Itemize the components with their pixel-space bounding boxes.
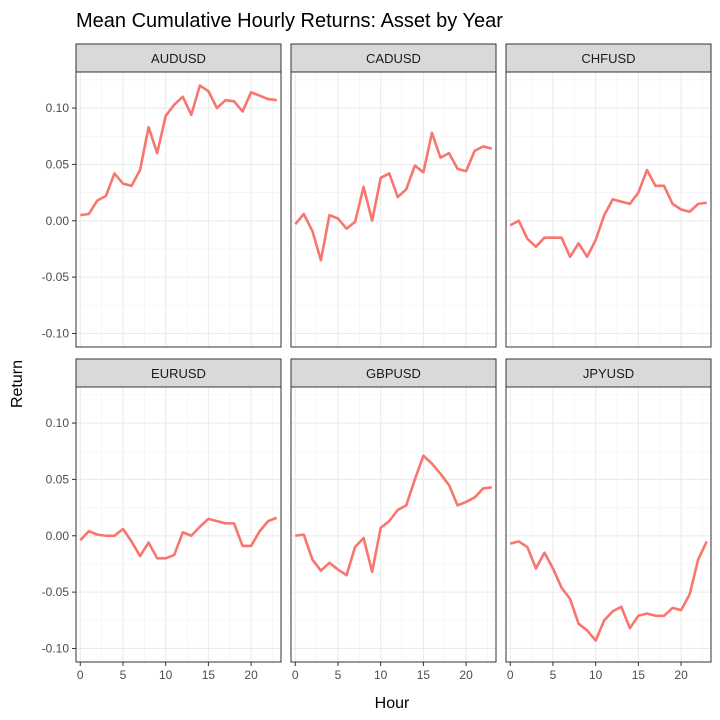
y-tick-label: 0.10 bbox=[46, 416, 70, 430]
x-tick-label: 15 bbox=[632, 668, 646, 682]
y-tick-label: -0.10 bbox=[42, 641, 70, 655]
y-tick-label: -0.10 bbox=[42, 326, 70, 340]
facet-strip bbox=[75, 358, 282, 388]
gridlines bbox=[506, 72, 711, 347]
x-tick-label: 5 bbox=[120, 668, 127, 682]
y-tick-label: -0.05 bbox=[42, 270, 70, 284]
gridlines bbox=[291, 387, 496, 662]
panel-border bbox=[290, 386, 497, 663]
series-line-cadusd bbox=[294, 131, 493, 262]
panel-background bbox=[506, 387, 711, 662]
panel-cadusd: CADUSD bbox=[290, 43, 497, 348]
y-tick-label: 0.00 bbox=[46, 529, 70, 543]
y-tick-label: 0.00 bbox=[46, 214, 70, 228]
panel-border bbox=[75, 71, 282, 348]
series-line-audusd bbox=[80, 84, 277, 217]
series-line-gbpusd bbox=[295, 454, 492, 577]
x-tick-label: 20 bbox=[244, 668, 258, 682]
y-tick-label: 0.10 bbox=[46, 101, 70, 115]
x-tick-label: 0 bbox=[77, 668, 84, 682]
gridlines bbox=[291, 72, 496, 347]
panel-background bbox=[291, 387, 496, 662]
facet-strip bbox=[290, 358, 497, 388]
x-tick-label: 20 bbox=[674, 668, 688, 682]
y-tick-label: -0.05 bbox=[42, 585, 70, 599]
series-line-eurusd bbox=[79, 516, 278, 560]
panel-background bbox=[76, 72, 281, 347]
facet-strip-label: CADUSD bbox=[366, 51, 421, 66]
x-tick-label: 5 bbox=[335, 668, 342, 682]
y-tick-label: 0.05 bbox=[46, 157, 70, 171]
panel-chfusd: CHFUSD bbox=[505, 43, 712, 348]
facet-strip-label: JPYUSD bbox=[583, 366, 634, 381]
facet-panels: AUDUSD CADUSD CHFUSD EURUSD GBPUSD JPYUSD bbox=[75, 43, 712, 663]
panel-background bbox=[76, 387, 281, 662]
x-tick-label: 5 bbox=[550, 668, 557, 682]
facet-strip bbox=[75, 43, 282, 73]
panel-jpyusd: JPYUSD bbox=[505, 358, 712, 663]
series-line-chfusd bbox=[509, 168, 707, 259]
panel-border bbox=[75, 386, 282, 663]
x-tick-label: 15 bbox=[417, 668, 431, 682]
x-axis-title: Hour bbox=[375, 695, 410, 712]
panel-gbpusd: GBPUSD bbox=[290, 358, 497, 663]
panel-audusd: AUDUSD bbox=[75, 43, 282, 348]
panel-border bbox=[505, 71, 712, 348]
x-tick-label: 10 bbox=[159, 668, 173, 682]
x-tick-label: 0 bbox=[507, 668, 514, 682]
y-axis-title: Return bbox=[9, 360, 26, 408]
x-tick-label: 0 bbox=[292, 668, 299, 682]
x-tick-label: 20 bbox=[459, 668, 473, 682]
x-tick-label: 10 bbox=[589, 668, 603, 682]
y-tick-label: 0.05 bbox=[46, 472, 70, 486]
series-line-jpyusd bbox=[509, 540, 708, 642]
facet-strip-label: EURUSD bbox=[151, 366, 206, 381]
x-tick-label: 15 bbox=[202, 668, 216, 682]
x-axes: 0 5 10 15 20 0 5 10 15 20 0 5 10 15 20 bbox=[77, 662, 688, 682]
chart-title: Mean Cumulative Hourly Returns: Asset by… bbox=[76, 10, 503, 32]
panel-border bbox=[290, 71, 497, 348]
facet-strip-label: AUDUSD bbox=[151, 51, 206, 66]
facet-strip bbox=[290, 43, 497, 73]
facet-strip-label: GBPUSD bbox=[366, 366, 421, 381]
y-axes: -0.10 -0.05 0.00 0.05 0.10 -0.10 -0.05 0.00 0.05… bbox=[42, 101, 76, 655]
panel-background bbox=[291, 72, 496, 347]
panel-border bbox=[505, 386, 712, 663]
panel-eurusd: EURUSD bbox=[75, 358, 282, 663]
facet-strip-label: CHFUSD bbox=[581, 51, 635, 66]
x-tick-label: 10 bbox=[374, 668, 388, 682]
